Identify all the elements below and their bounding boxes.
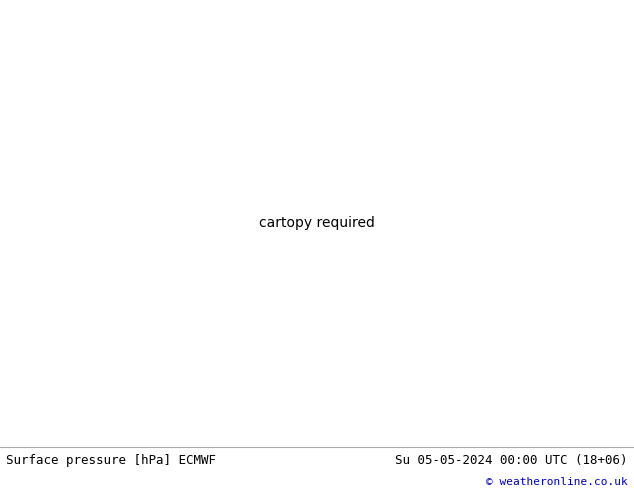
Text: cartopy required: cartopy required	[259, 216, 375, 230]
Text: Su 05-05-2024 00:00 UTC (18+06): Su 05-05-2024 00:00 UTC (18+06)	[395, 454, 628, 466]
Text: Surface pressure [hPa] ECMWF: Surface pressure [hPa] ECMWF	[6, 454, 216, 466]
Text: © weatheronline.co.uk: © weatheronline.co.uk	[486, 477, 628, 487]
